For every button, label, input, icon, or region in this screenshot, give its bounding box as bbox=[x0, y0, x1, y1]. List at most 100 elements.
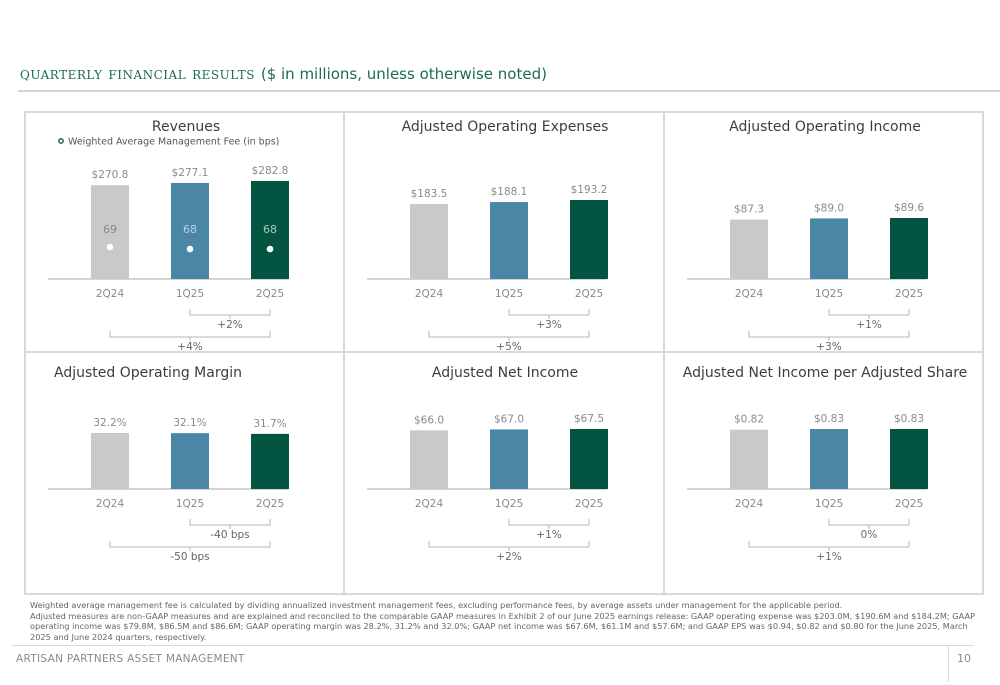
legend-label: Weighted Average Management Fee (in bps) bbox=[68, 137, 279, 148]
bracket-line bbox=[109, 541, 271, 548]
chart-title: Revenues bbox=[152, 119, 220, 135]
fee-label: 68 bbox=[263, 223, 277, 236]
x-tick-label: 1Q25 bbox=[815, 498, 843, 510]
bar-1q25 bbox=[490, 429, 528, 489]
footer-page-divider bbox=[948, 646, 949, 682]
comparison-bracket: +5% bbox=[428, 331, 590, 353]
x-tick-label: 2Q24 bbox=[96, 288, 125, 300]
fee-point bbox=[266, 245, 274, 253]
chart-adj-eps: Adjusted Net Income per Adjusted Share $0… bbox=[683, 365, 968, 563]
grid-divider-h bbox=[26, 351, 982, 353]
bar-1q25 bbox=[810, 429, 848, 489]
x-tick-label: 1Q25 bbox=[815, 288, 843, 300]
fee-point bbox=[186, 245, 194, 253]
grid-divider-v1 bbox=[343, 113, 345, 593]
chart-title: Adjusted Operating Income bbox=[729, 119, 921, 135]
value-label: $282.8 bbox=[252, 165, 289, 177]
fee-point bbox=[106, 243, 114, 251]
panel-adj-opex: Adjusted Operating Expenses $183.5 2Q24 $18… bbox=[345, 113, 664, 353]
x-tick-label: 2Q25 bbox=[256, 288, 284, 300]
x-tick-label: 2Q24 bbox=[415, 498, 444, 510]
value-label: $67.5 bbox=[574, 413, 604, 425]
comparison-bracket: -40 bps bbox=[189, 519, 271, 541]
bar-2q24 bbox=[91, 433, 129, 489]
comparison-bracket: +1% bbox=[508, 519, 590, 541]
comparison-bracket: +2% bbox=[428, 541, 590, 563]
x-tick-label: 2Q25 bbox=[895, 498, 923, 510]
comparison-label: +2% bbox=[496, 551, 521, 563]
grid-divider-v2 bbox=[663, 113, 665, 593]
comparison-label: +1% bbox=[856, 319, 881, 331]
bracket-line bbox=[748, 541, 910, 548]
x-tick-label: 2Q25 bbox=[256, 498, 284, 510]
comparison-label: +4% bbox=[177, 341, 202, 353]
x-tick-label: 2Q25 bbox=[575, 288, 603, 300]
panel-adj-op-income: Adjusted Operating Income $87.3 2Q24 $89.0 1… bbox=[665, 113, 984, 353]
chart-adj-op-margin: Adjusted Operating Margin 32.2% 2Q24 32.1% 1… bbox=[48, 365, 289, 563]
chart-title: Adjusted Operating Expenses bbox=[402, 119, 609, 135]
footnote-1: Weighted average management fee is calcu… bbox=[30, 600, 843, 610]
bracket-line bbox=[428, 541, 590, 548]
charts-grid: Revenues Weighted Average Management Fee … bbox=[24, 111, 984, 595]
bar-2q24 bbox=[730, 429, 768, 489]
panel-adj-op-margin: Adjusted Operating Margin 32.2% 2Q24 32.1% 1… bbox=[26, 353, 345, 593]
bracket-line bbox=[508, 519, 590, 526]
bar-2q24 bbox=[91, 185, 129, 279]
x-tick-label: 2Q24 bbox=[96, 498, 125, 510]
bracket-line bbox=[189, 519, 271, 526]
bar-2q25 bbox=[570, 429, 608, 489]
x-tick-label: 2Q24 bbox=[735, 498, 764, 510]
value-label: $87.3 bbox=[734, 204, 764, 216]
bracket-line bbox=[428, 331, 590, 338]
value-label: 32.1% bbox=[173, 417, 206, 429]
fee-label: 68 bbox=[183, 223, 197, 236]
bracket-line bbox=[189, 309, 271, 316]
comparison-label: +1% bbox=[536, 529, 561, 541]
comparison-label: +2% bbox=[217, 319, 242, 331]
panel-revenues: Revenues Weighted Average Management Fee … bbox=[26, 113, 345, 353]
bracket-line bbox=[828, 309, 910, 316]
bar-2q25 bbox=[251, 433, 289, 489]
value-label: 31.7% bbox=[253, 418, 286, 430]
x-tick-label: 2Q25 bbox=[575, 498, 603, 510]
page-title: QUARTERLY FINANCIAL RESULTS ($ in millio… bbox=[20, 64, 547, 84]
comparison-label: +1% bbox=[816, 551, 841, 563]
bar-2q24 bbox=[410, 430, 448, 489]
bar-2q24 bbox=[410, 203, 448, 279]
bar-2q25 bbox=[890, 429, 928, 489]
panel-adj-eps: Adjusted Net Income per Adjusted Share $0… bbox=[665, 353, 984, 593]
page-subtitle: ($ in millions, unless otherwise noted) bbox=[260, 65, 547, 83]
x-tick-label: 2Q24 bbox=[735, 288, 764, 300]
footnotes: Weighted average management fee is calcu… bbox=[30, 600, 980, 642]
comparison-label: -40 bps bbox=[210, 529, 249, 541]
value-label: $67.0 bbox=[494, 413, 524, 425]
footnote-2: Adjusted measures are non-GAAP measures … bbox=[30, 610, 976, 642]
comparison-bracket: +3% bbox=[748, 331, 910, 353]
value-label: $277.1 bbox=[172, 167, 209, 179]
comparison-bracket: +4% bbox=[109, 331, 271, 353]
title-bar: QUARTERLY FINANCIAL RESULTS ($ in millio… bbox=[18, 64, 1000, 92]
footer-divider bbox=[12, 645, 974, 646]
comparison-label: +3% bbox=[816, 341, 841, 353]
fee-label: 69 bbox=[103, 223, 117, 236]
bracket-line bbox=[828, 519, 910, 526]
value-label: $66.0 bbox=[414, 414, 444, 426]
value-label: $0.83 bbox=[894, 413, 924, 425]
value-label: $89.6 bbox=[894, 202, 924, 214]
comparison-bracket: +1% bbox=[748, 541, 910, 563]
comparison-label: +3% bbox=[536, 319, 561, 331]
bar-1q25 bbox=[810, 218, 848, 279]
x-tick-label: 1Q25 bbox=[176, 288, 204, 300]
comparison-bracket: +3% bbox=[508, 309, 590, 331]
chart-title: Adjusted Operating Margin bbox=[54, 365, 242, 381]
bar-2q25 bbox=[890, 218, 928, 279]
comparison-label: 0% bbox=[861, 529, 878, 541]
bracket-line bbox=[748, 331, 910, 338]
comparison-label: -50 bps bbox=[170, 551, 209, 563]
value-label: $0.83 bbox=[814, 413, 844, 425]
chart-title: Adjusted Net Income per Adjusted Share bbox=[683, 365, 968, 381]
bar-1q25 bbox=[490, 202, 528, 279]
chart-adj-net-income: Adjusted Net Income $66.0 2Q24 $67.0 1Q25 $67… bbox=[367, 365, 608, 563]
chart-adj-op-income: Adjusted Operating Income $87.3 2Q24 $89.0 1… bbox=[687, 119, 928, 353]
bar-2q25 bbox=[251, 181, 289, 279]
